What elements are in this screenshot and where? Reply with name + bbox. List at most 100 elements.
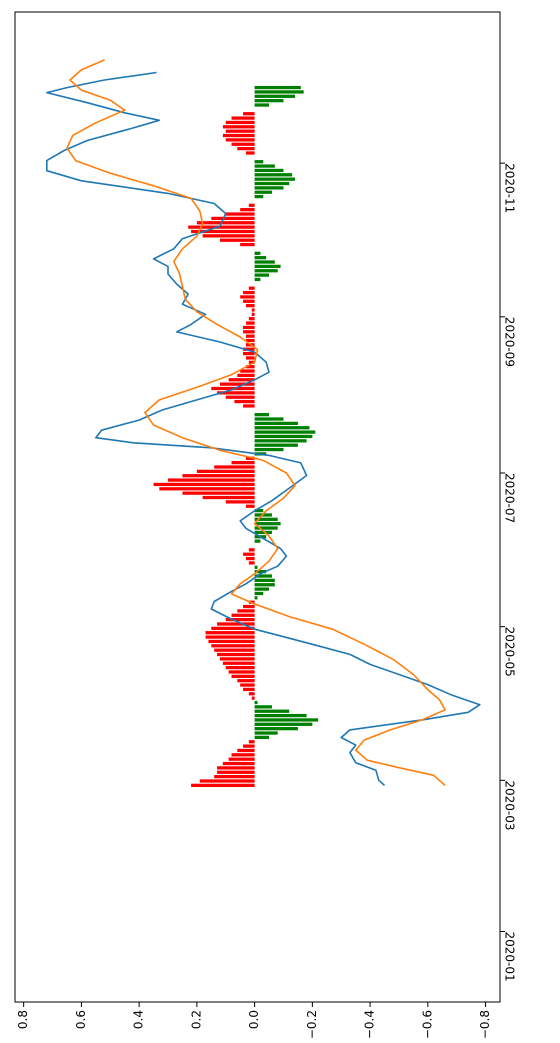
bar	[219, 382, 255, 386]
bar	[243, 404, 255, 408]
value-tick-label: 0.2	[189, 1010, 203, 1029]
bar	[217, 622, 255, 626]
bar	[254, 439, 307, 443]
bar	[254, 434, 313, 439]
bar	[248, 548, 255, 552]
bars-layer	[153, 85, 319, 787]
date-tick-label: 2020-09	[503, 317, 517, 367]
bar	[228, 757, 255, 761]
bar	[251, 696, 255, 700]
bar	[254, 85, 301, 90]
bar	[188, 225, 255, 229]
bar	[225, 665, 255, 670]
bar	[254, 731, 278, 735]
bar	[196, 469, 255, 473]
bar	[222, 133, 255, 138]
bar	[225, 120, 255, 125]
bar	[196, 221, 255, 225]
bar	[214, 648, 255, 652]
bar	[254, 173, 293, 177]
bar	[248, 286, 255, 290]
bar	[219, 238, 255, 242]
date-tick-label: 2020-05	[503, 627, 517, 677]
bar	[245, 456, 255, 460]
bar	[222, 661, 255, 665]
bar	[248, 561, 255, 565]
bar	[237, 146, 255, 151]
date-tick-label: 2020-11	[503, 163, 517, 213]
bar	[243, 687, 255, 692]
bar	[254, 94, 296, 98]
bar	[202, 495, 255, 500]
x-axis: 2020-01 2020-03 2020-05 2020-07 2020-09 2020-…	[500, 162, 517, 982]
bar	[245, 151, 255, 155]
bar	[237, 748, 255, 753]
date-tick-label: 2020-07	[503, 473, 517, 523]
bar	[217, 652, 255, 657]
bar	[240, 369, 255, 373]
bar	[248, 692, 255, 696]
bar	[254, 735, 270, 740]
bar	[182, 491, 255, 495]
bar	[254, 186, 284, 190]
bar	[254, 164, 275, 168]
bar	[217, 391, 255, 395]
bar	[228, 670, 255, 674]
bar	[240, 683, 255, 687]
bar	[251, 308, 255, 312]
bar	[243, 744, 255, 748]
y-axis: 0.8 0.6 0.4 0.2 0.0 −0.2 −0.4 −0.6 −0.8	[16, 1002, 492, 1039]
bar	[254, 522, 281, 526]
bar	[254, 526, 278, 530]
bar	[214, 775, 255, 779]
bar	[254, 194, 264, 199]
bar	[254, 421, 298, 426]
bar	[243, 330, 255, 334]
bar	[248, 740, 255, 744]
bar	[254, 570, 267, 574]
bar	[254, 181, 290, 186]
bar	[225, 138, 255, 142]
bar	[168, 478, 255, 482]
bar	[237, 679, 255, 683]
bar	[240, 242, 255, 247]
bar	[243, 351, 255, 356]
value-tick-label: 0.0	[247, 1010, 261, 1029]
bar	[254, 443, 298, 447]
bar	[254, 700, 258, 705]
bar	[231, 753, 255, 757]
bar	[231, 460, 255, 465]
bar	[254, 508, 264, 513]
bar	[254, 587, 270, 591]
bar	[254, 160, 264, 164]
bar	[243, 325, 255, 330]
bar	[243, 299, 255, 303]
bar	[217, 770, 255, 774]
bar	[217, 766, 255, 770]
bar	[254, 273, 270, 277]
value-tick-label: −0.8	[478, 1010, 492, 1039]
series-line-2	[66, 59, 446, 787]
bar	[182, 474, 255, 478]
bar	[237, 373, 255, 378]
bar	[254, 722, 313, 726]
bar	[254, 426, 310, 430]
bar	[225, 617, 255, 622]
bar	[254, 718, 319, 722]
bar	[228, 378, 255, 382]
bar	[254, 565, 258, 569]
bar	[211, 216, 255, 221]
bar	[199, 779, 255, 783]
bar	[243, 290, 255, 295]
bar	[225, 500, 255, 504]
date-tick-label: 2020-03	[503, 780, 517, 830]
bar	[254, 709, 290, 713]
bar	[211, 644, 255, 648]
bar	[245, 338, 255, 343]
bar	[231, 116, 255, 120]
bar	[254, 256, 267, 260]
bar	[243, 604, 255, 609]
bar	[254, 574, 272, 578]
bar	[225, 212, 255, 216]
bar	[208, 639, 255, 644]
